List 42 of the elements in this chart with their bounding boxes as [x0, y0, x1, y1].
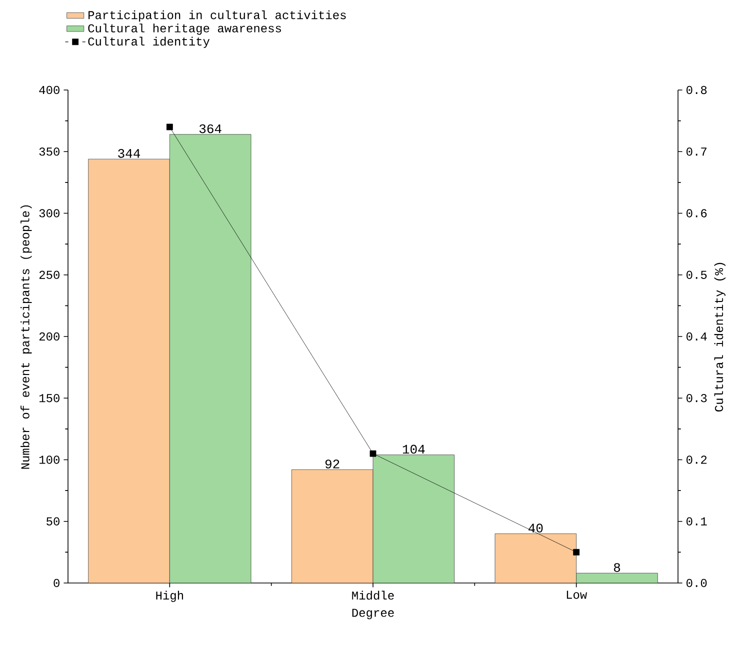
- point: [370, 450, 376, 457]
- y2-tick-label: 0.2: [686, 456, 707, 464]
- data-label: 364: [199, 124, 222, 134]
- y2-tick-label: 0.8: [686, 86, 707, 94]
- data-label: 40: [528, 524, 543, 532]
- data-label: 344: [118, 148, 140, 158]
- y-tick-label: 100: [39, 456, 60, 464]
- y2-axis-title: Cultural identity (%): [714, 262, 726, 412]
- y2-tick-label: 0.5: [686, 270, 707, 279]
- data-label: 92: [325, 460, 340, 468]
- y2-tick-label: 0.6: [686, 209, 707, 218]
- bar: [169, 134, 252, 583]
- bar: [494, 534, 577, 583]
- point: [573, 548, 580, 556]
- y-tick-label: 350: [39, 148, 60, 156]
- bar: [372, 454, 455, 583]
- x-tick-label: High: [156, 590, 184, 602]
- y-tick-label: 150: [39, 394, 60, 402]
- y2-tick-label: 0.3: [686, 394, 707, 402]
- x-tick-label: Low: [566, 590, 588, 599]
- y-axis-title: Number of event participants (people): [20, 205, 32, 469]
- x-axis-title: Degree: [352, 608, 394, 620]
- y2-tick-label: 0.0: [686, 578, 707, 588]
- legend-label: Participation in cultural activities: [88, 10, 346, 22]
- x-tick-label: Middle: [352, 590, 394, 600]
- data-label: 104: [402, 444, 425, 454]
- point: [166, 124, 173, 130]
- y-tick-label: 50: [46, 517, 60, 526]
- y2-tick-label: 0.4: [686, 332, 707, 341]
- y-tick-label: 250: [39, 270, 60, 279]
- y2-tick-label: 0.1: [686, 517, 707, 526]
- y2-tick-label: 0.7: [686, 148, 706, 156]
- legend-label: Cultural heritage awareness: [88, 24, 281, 35]
- y-tick-label: 0: [54, 578, 60, 588]
- bar: [291, 469, 374, 583]
- legend-label: Cultural identity: [88, 36, 210, 48]
- bar: [88, 158, 170, 583]
- data-label: 8: [614, 563, 620, 572]
- y-tick-label: 300: [39, 209, 60, 218]
- y-tick-label: 400: [39, 86, 60, 94]
- bar: [576, 572, 658, 583]
- y-tick-label: 200: [39, 332, 60, 341]
